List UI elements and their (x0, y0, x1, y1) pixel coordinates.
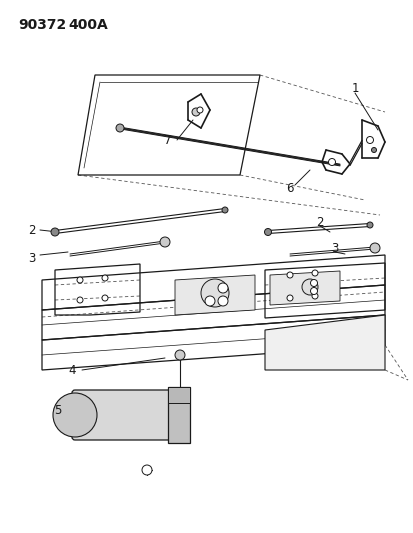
FancyBboxPatch shape (72, 390, 173, 440)
Circle shape (221, 207, 228, 213)
Polygon shape (175, 275, 254, 315)
Circle shape (77, 277, 83, 283)
Text: 2: 2 (28, 223, 36, 237)
Text: 90372: 90372 (18, 18, 66, 32)
Text: 4: 4 (68, 364, 76, 376)
Circle shape (201, 279, 228, 307)
Circle shape (328, 158, 335, 166)
Circle shape (366, 222, 372, 228)
Circle shape (311, 270, 317, 276)
Circle shape (51, 228, 59, 236)
Text: 400A: 400A (68, 18, 107, 32)
Circle shape (192, 108, 199, 116)
Circle shape (311, 293, 317, 299)
Circle shape (102, 275, 108, 281)
Circle shape (310, 279, 317, 287)
Text: 1: 1 (350, 82, 358, 94)
Text: 3: 3 (28, 252, 36, 264)
Polygon shape (168, 387, 190, 443)
Circle shape (53, 393, 97, 437)
Text: 3: 3 (330, 241, 338, 254)
Circle shape (176, 411, 183, 419)
Circle shape (286, 295, 292, 301)
Circle shape (142, 465, 152, 475)
Polygon shape (168, 387, 190, 403)
Circle shape (102, 295, 108, 301)
Circle shape (204, 296, 214, 306)
Circle shape (310, 287, 317, 295)
Text: 5: 5 (54, 403, 62, 416)
Circle shape (116, 124, 124, 132)
Polygon shape (264, 315, 384, 370)
Text: 7: 7 (164, 133, 171, 147)
Circle shape (264, 229, 271, 236)
Circle shape (67, 407, 83, 423)
Circle shape (301, 279, 317, 295)
Polygon shape (269, 271, 339, 305)
Circle shape (286, 272, 292, 278)
Circle shape (370, 148, 375, 152)
Circle shape (366, 136, 373, 143)
Circle shape (218, 283, 228, 293)
Circle shape (218, 296, 228, 306)
Circle shape (159, 237, 170, 247)
Circle shape (176, 431, 183, 439)
Circle shape (197, 107, 202, 113)
Circle shape (176, 391, 183, 399)
Text: 2: 2 (316, 215, 323, 229)
Circle shape (77, 297, 83, 303)
Text: 6: 6 (285, 182, 293, 195)
Circle shape (369, 243, 379, 253)
Circle shape (175, 350, 185, 360)
